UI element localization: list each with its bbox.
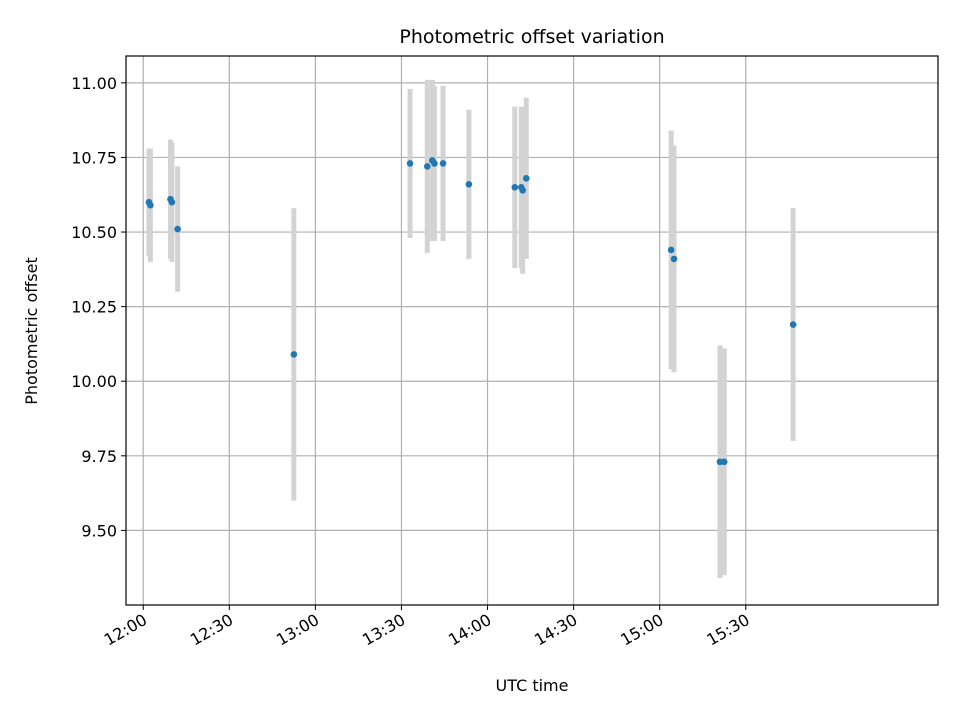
data-point bbox=[465, 180, 473, 188]
y-tick-label: 10.75 bbox=[71, 148, 117, 167]
x-axis-title: UTC time bbox=[496, 676, 569, 695]
data-point bbox=[423, 163, 431, 170]
data-point bbox=[174, 225, 181, 233]
data-point bbox=[406, 160, 414, 167]
y-tick-label: 9.75 bbox=[81, 447, 117, 466]
data-point bbox=[789, 321, 797, 328]
data-point bbox=[147, 201, 154, 209]
grid-layer bbox=[126, 56, 938, 605]
data-point bbox=[290, 351, 298, 358]
y-axis: 9.50 9.75 10.00 10.25 10.50 10.75 11.00 bbox=[71, 74, 126, 540]
y-tick-label: 10.00 bbox=[71, 372, 117, 391]
plot-frame bbox=[125, 55, 939, 606]
data-point bbox=[168, 198, 176, 206]
y-tick-label: 11.00 bbox=[71, 74, 117, 93]
data-point bbox=[431, 160, 438, 167]
y-axis-title: Photometric offset bbox=[22, 257, 41, 405]
y-tick-label: 10.50 bbox=[71, 223, 117, 242]
data-point bbox=[522, 175, 530, 182]
chart-title: Photometric offset variation bbox=[399, 26, 664, 48]
data-point bbox=[439, 160, 447, 167]
y-tick-label: 10.25 bbox=[71, 298, 117, 317]
data-point bbox=[519, 186, 526, 194]
data-point bbox=[720, 458, 728, 466]
y-tick-label: 9.50 bbox=[81, 521, 117, 540]
data-point bbox=[667, 246, 675, 254]
data-point bbox=[670, 255, 678, 263]
data-point bbox=[511, 183, 519, 191]
point-layer bbox=[145, 157, 797, 466]
